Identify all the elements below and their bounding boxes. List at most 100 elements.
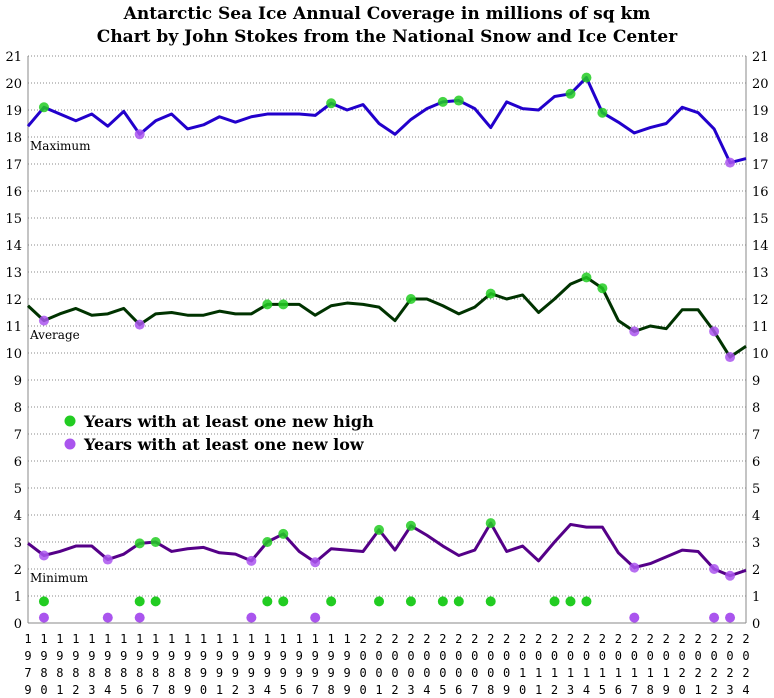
x-tick-digit: 9 <box>184 683 191 697</box>
x-tick-digit: 4 <box>423 683 430 697</box>
x-tick-digit: 2 <box>519 632 526 646</box>
x-tick-digit: 8 <box>88 666 95 680</box>
x-tick-digit: 0 <box>375 649 382 663</box>
y-tick-label-left: 16 <box>5 185 22 200</box>
x-tick-digit: 1 <box>631 666 638 680</box>
x-tick-digit: 2 <box>679 632 686 646</box>
new-high-marker <box>485 518 496 529</box>
new-high-marker <box>374 524 385 535</box>
x-tick-digit: 9 <box>72 649 79 663</box>
x-tick-digit: 0 <box>663 649 670 663</box>
new-low-marker <box>38 315 49 326</box>
x-tick-digit: 1 <box>567 666 574 680</box>
x-tick-digit: 1 <box>328 632 335 646</box>
x-tick-digit: 1 <box>120 632 127 646</box>
new-low-year-dot <box>134 612 145 623</box>
new-low-marker <box>709 326 720 337</box>
x-tick-digit: 0 <box>710 649 717 663</box>
x-tick-digit: 0 <box>487 649 494 663</box>
x-tick-digit: 7 <box>631 683 638 697</box>
y-tick-label-left: 3 <box>14 536 22 551</box>
x-tick-digit: 0 <box>599 649 606 663</box>
new-high-year-dot <box>262 596 273 607</box>
x-tick-digit: 0 <box>567 649 574 663</box>
y-tick-label-right: 4 <box>752 509 760 524</box>
x-tick-digit: 1 <box>296 632 303 646</box>
x-tick-digit: 2 <box>615 632 622 646</box>
x-tick-digit: 2 <box>631 632 638 646</box>
new-high-year-dot <box>134 596 145 607</box>
legend-marker <box>64 438 76 450</box>
new-high-year-dot <box>150 596 161 607</box>
x-tick-digit: 9 <box>104 649 111 663</box>
x-tick-digit: 1 <box>216 683 223 697</box>
new-high-year-dot <box>374 596 385 607</box>
x-tick-digit: 1 <box>56 683 63 697</box>
x-tick-digit: 1 <box>375 683 382 697</box>
new-low-marker <box>629 562 640 573</box>
x-tick-digit: 2 <box>710 632 717 646</box>
x-tick-digit: 1 <box>248 632 255 646</box>
y-tick-label-left: 4 <box>14 509 22 524</box>
series-line-maximum <box>26 76 747 165</box>
x-tick-digit: 2 <box>726 666 733 680</box>
x-tick-digit: 9 <box>24 649 31 663</box>
x-tick-digit: 0 <box>391 666 398 680</box>
x-tick-digit: 2 <box>535 632 542 646</box>
x-tick-digit: 9 <box>343 683 350 697</box>
x-tick-digit: 9 <box>280 649 287 663</box>
x-tick-digit: 0 <box>455 649 462 663</box>
x-tick-digit: 0 <box>487 666 494 680</box>
new-high-marker <box>581 272 592 283</box>
x-tick-digit: 9 <box>312 649 319 663</box>
series-line-average <box>26 275 747 359</box>
x-tick-digit: 1 <box>72 632 79 646</box>
x-tick-digit: 2 <box>647 632 654 646</box>
x-tick-digit: 8 <box>136 666 143 680</box>
y-tick-label-right: 10 <box>752 347 769 362</box>
x-tick-digit: 0 <box>742 649 749 663</box>
x-tick-digit: 0 <box>695 649 702 663</box>
x-tick-digit: 4 <box>742 683 749 697</box>
x-tick-digit: 9 <box>152 649 159 663</box>
x-tick-digit: 1 <box>136 632 143 646</box>
x-tick-digit: 6 <box>615 683 622 697</box>
series-label: Minimum <box>30 571 89 585</box>
x-tick-digit: 2 <box>439 632 446 646</box>
series-line-minimum <box>27 521 747 578</box>
x-tick-digit: 2 <box>679 666 686 680</box>
y-tick-label-left: 1 <box>14 590 22 605</box>
x-tick-digit: 9 <box>280 666 287 680</box>
x-tick-digit: 9 <box>40 649 47 663</box>
x-tick-digit: 2 <box>391 632 398 646</box>
new-high-marker <box>150 537 161 547</box>
x-tick-digit: 3 <box>248 683 255 697</box>
new-low-year-dot <box>725 612 736 623</box>
x-tick-digit: 0 <box>615 649 622 663</box>
y-tick-label-left: 18 <box>5 131 22 146</box>
x-tick-digit: 0 <box>583 649 590 663</box>
x-tick-digit: 8 <box>168 666 175 680</box>
x-tick-digit: 1 <box>551 666 558 680</box>
new-high-year-dot <box>565 596 576 607</box>
new-high-marker <box>597 107 608 118</box>
y-tick-label-left: 14 <box>5 239 22 254</box>
series-label: Average <box>29 328 80 342</box>
